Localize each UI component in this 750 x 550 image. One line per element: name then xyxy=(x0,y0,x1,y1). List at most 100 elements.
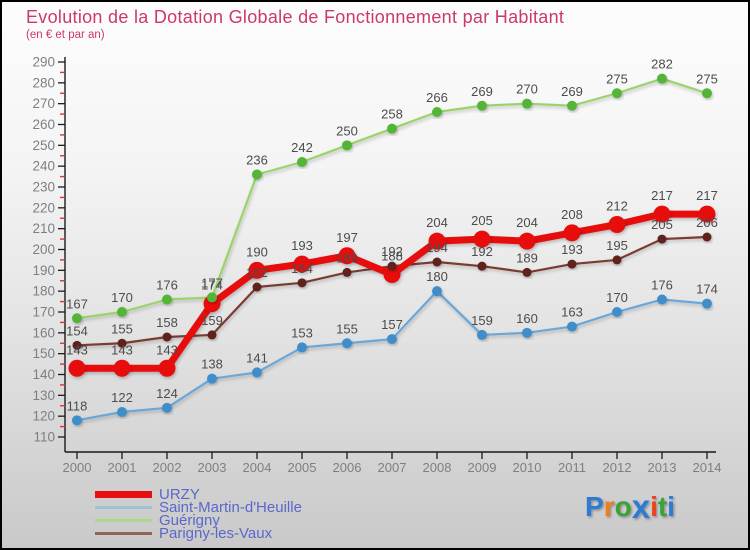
data-point-label: 118 xyxy=(67,398,88,413)
data-point-label: 204 xyxy=(516,215,538,230)
data-point xyxy=(342,267,352,277)
y-axis-tick-label: 220 xyxy=(32,200,55,215)
data-point-label: 269 xyxy=(471,84,493,99)
data-point-label: 153 xyxy=(291,325,313,340)
data-point xyxy=(248,261,266,279)
data-point-label: 282 xyxy=(651,57,673,72)
logo-letter: o xyxy=(614,491,632,522)
x-axis-year-label: 2001 xyxy=(108,460,137,475)
data-point xyxy=(432,257,442,267)
x-axis-year-label: 2006 xyxy=(333,460,362,475)
y-axis-tick-label: 150 xyxy=(32,346,55,361)
data-point-label: 275 xyxy=(696,71,718,86)
data-point xyxy=(522,267,532,277)
data-point-label: 143 xyxy=(156,342,178,357)
data-point-label: 159 xyxy=(471,313,493,328)
data-point-label: 269 xyxy=(561,84,583,99)
data-point-label: 275 xyxy=(606,71,628,86)
data-point-label: 192 xyxy=(471,244,493,259)
data-point xyxy=(473,230,491,248)
data-point-label: 217 xyxy=(696,188,718,203)
data-point-label: 205 xyxy=(651,217,673,232)
data-point-label: 155 xyxy=(336,321,358,336)
logo-letter: i xyxy=(650,491,658,522)
data-point-label: 242 xyxy=(291,140,313,155)
data-point xyxy=(117,338,127,348)
data-point xyxy=(563,224,581,242)
data-point-label: 122 xyxy=(111,390,133,405)
y-axis-tick-label: 280 xyxy=(32,75,55,90)
data-point xyxy=(612,255,622,265)
y-axis-tick-label: 180 xyxy=(32,284,55,299)
data-point-label: 159 xyxy=(201,313,223,328)
data-point xyxy=(113,359,131,377)
x-axis-year-label: 2007 xyxy=(378,460,407,475)
legend-swatch xyxy=(95,532,152,535)
x-axis-year-label: 2011 xyxy=(558,460,586,475)
data-point xyxy=(117,407,127,417)
data-point xyxy=(72,340,82,350)
legend-label: Saint-Martin-d'Heuille xyxy=(159,499,302,516)
data-point xyxy=(252,367,262,378)
chart-title: Evolution de la Dotation Globale de Fonc… xyxy=(26,7,565,27)
legend-swatch xyxy=(95,506,152,509)
x-axis-year-label: 2000 xyxy=(63,460,92,475)
legend-swatch xyxy=(95,491,152,498)
logo-letter: x xyxy=(631,488,651,525)
data-point-label: 157 xyxy=(381,317,403,332)
data-point xyxy=(522,327,532,338)
data-point-label: 189 xyxy=(516,250,538,265)
y-axis-tick-label: 190 xyxy=(32,263,55,278)
y-axis-tick-label: 210 xyxy=(32,221,55,236)
data-point xyxy=(477,329,487,340)
data-point-label: 182 xyxy=(246,265,268,280)
y-axis-tick-label: 230 xyxy=(32,180,55,195)
data-point xyxy=(477,100,487,111)
y-axis-tick-label: 270 xyxy=(32,96,55,111)
x-axis-year-label: 2005 xyxy=(288,460,317,475)
data-point-label: 206 xyxy=(696,215,718,230)
data-point-label: 170 xyxy=(111,290,133,305)
data-point xyxy=(117,307,127,317)
proxiti-logo: Proxiti xyxy=(585,488,675,526)
data-point-label: 205 xyxy=(471,213,493,228)
y-axis-tick-label: 160 xyxy=(32,325,55,340)
data-point xyxy=(698,205,716,223)
data-point xyxy=(567,321,577,332)
data-point xyxy=(702,88,712,99)
legend-label: Guérigny xyxy=(159,512,220,529)
logo-letter: r xyxy=(603,491,615,522)
data-point-label: 174 xyxy=(696,282,718,297)
data-point xyxy=(653,205,671,223)
data-point-label: 236 xyxy=(246,153,268,168)
data-point xyxy=(702,298,712,309)
data-point-label: 155 xyxy=(111,321,133,336)
y-axis-tick-label: 120 xyxy=(32,409,55,424)
legend-item: Parigny-les-Vaux xyxy=(95,526,302,541)
data-point xyxy=(612,307,622,317)
y-axis-tick-label: 260 xyxy=(32,117,55,132)
data-point xyxy=(567,259,577,269)
y-axis-tick-label: 110 xyxy=(33,430,55,445)
x-axis-year-label: 2002 xyxy=(153,460,182,475)
data-point xyxy=(383,266,401,283)
x-axis-year-label: 2014 xyxy=(693,460,722,475)
data-point xyxy=(297,342,307,353)
data-point-label: 250 xyxy=(336,123,358,138)
data-point-label: 193 xyxy=(561,242,583,257)
data-point xyxy=(293,255,311,273)
data-point-label: 163 xyxy=(561,305,583,320)
data-point xyxy=(207,292,217,303)
data-point-label: 189 xyxy=(336,250,358,265)
data-point-label: 167 xyxy=(66,296,88,311)
y-axis-tick-label: 250 xyxy=(32,138,55,153)
y-axis-tick-label: 170 xyxy=(32,305,55,320)
data-point xyxy=(387,123,397,134)
data-point-label: 143 xyxy=(66,342,88,357)
data-point xyxy=(522,98,532,109)
data-point-label: 160 xyxy=(516,311,538,326)
data-point-label: 138 xyxy=(201,357,223,372)
dgf-line-chart: 110 120 130 140 150 160 170 180 190 200 210 220 230 2… xyxy=(32,55,722,476)
data-point xyxy=(342,140,352,151)
data-point xyxy=(72,313,82,324)
